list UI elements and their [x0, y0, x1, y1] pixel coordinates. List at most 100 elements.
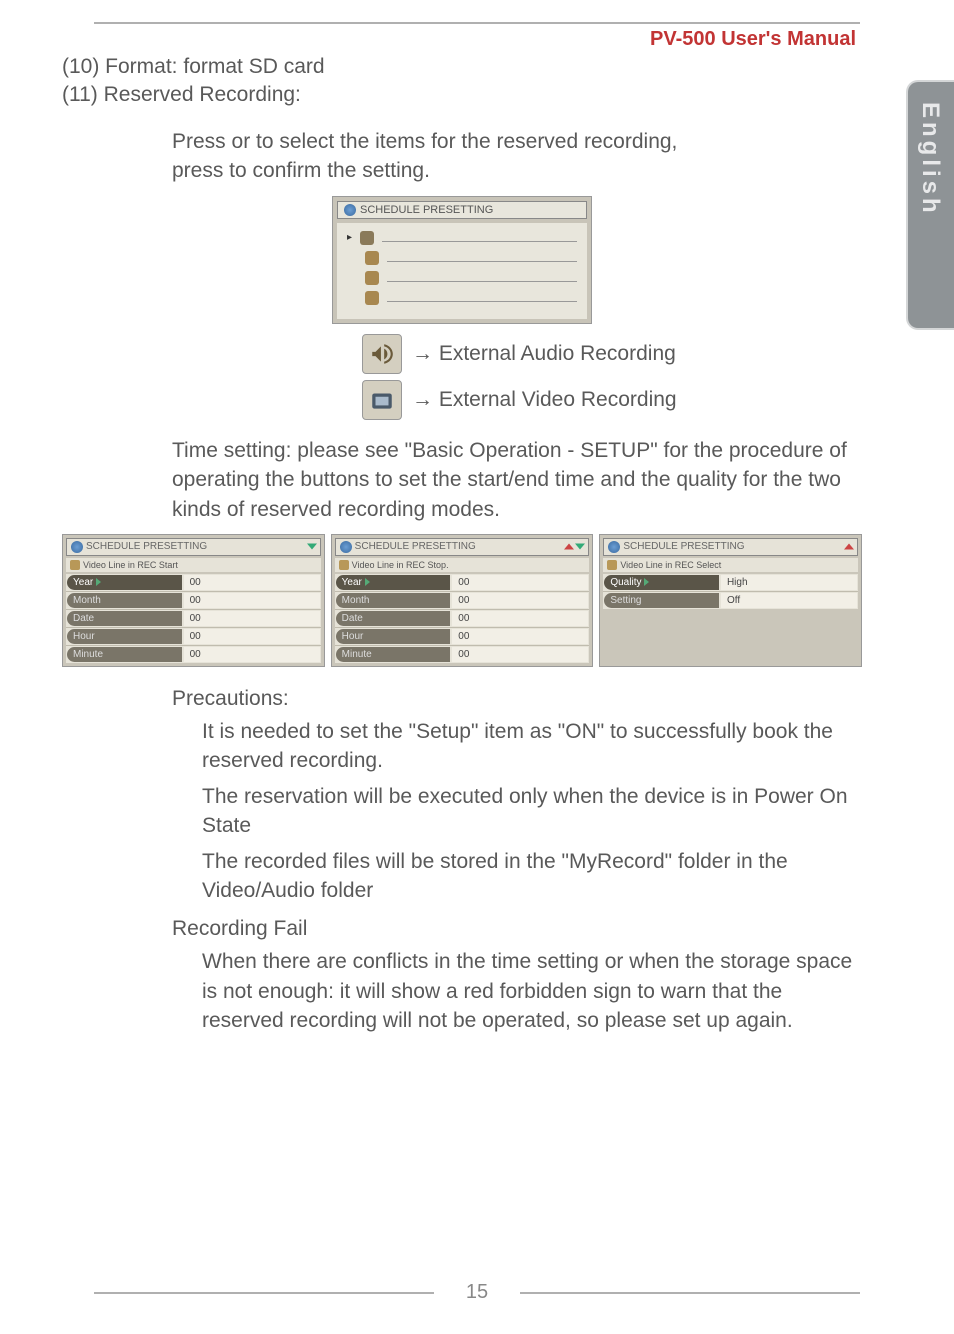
schedule-title: SCHEDULE PRESETTING — [360, 204, 493, 216]
settings-panel: SCHEDULE PRESETTING Video Line in REC St… — [331, 534, 594, 667]
video-recording-row: → External Video Recording — [362, 380, 862, 420]
precaution-item: The reservation will be executed only wh… — [202, 782, 862, 841]
schedule-row — [347, 271, 577, 285]
row-value: 00 — [452, 575, 588, 590]
table-row: Minute 00 — [66, 646, 321, 663]
schedule-line — [387, 274, 577, 282]
sub-icon — [339, 560, 349, 570]
panel-subtitle: Video Line in REC Select — [603, 558, 858, 572]
video-icon — [362, 380, 402, 420]
panel-subtitle: Video Line in REC Start — [66, 558, 321, 572]
table-row: Month 00 — [66, 592, 321, 610]
precautions-section: Precautions: It is needed to set the "Se… — [172, 687, 862, 1036]
row-value: 00 — [184, 647, 320, 662]
bullet-icon: ▸ — [347, 232, 352, 243]
schedule-body: ▸ — [337, 223, 587, 319]
row-label: Date — [336, 611, 451, 626]
globe-icon — [71, 541, 83, 553]
table-row: Date 00 — [66, 610, 321, 628]
row-label: Setting — [604, 593, 719, 608]
panel-table: Quality High Setting Off — [603, 574, 858, 609]
page-number: 15 — [0, 1281, 954, 1304]
instruction-text: Press or to select the items for the res… — [172, 127, 862, 186]
table-row: Hour 00 — [335, 628, 590, 646]
schedule-line — [382, 234, 577, 242]
table-row: Year 00 — [66, 574, 321, 592]
item-10: (10) Format: format SD card — [62, 55, 862, 79]
panel-header: SCHEDULE PRESETTING — [335, 538, 590, 556]
audio-label: → External Audio Recording — [412, 342, 676, 366]
row-label: Hour — [67, 629, 182, 644]
schedule-header: SCHEDULE PRESETTING — [337, 201, 587, 219]
panel-table: Year 00 Month 00 Date 00 Hour 00 Minute … — [335, 574, 590, 663]
row-value: 00 — [452, 611, 588, 626]
row-value: 00 — [184, 629, 320, 644]
row-label: Minute — [67, 647, 182, 662]
row-label: Date — [67, 611, 182, 626]
recording-fail-text: When there are conflicts in the time set… — [202, 947, 862, 1035]
time-setting-panels: SCHEDULE PRESETTING Video Line in REC St… — [62, 534, 862, 667]
header-title: PV-500 User's Manual — [650, 28, 856, 51]
row-label: Month — [336, 593, 451, 608]
table-row: Minute 00 — [335, 646, 590, 663]
device-icon — [365, 291, 379, 305]
time-setting-text: Time setting: please see "Basic Operatio… — [172, 436, 862, 524]
settings-panel: SCHEDULE PRESETTING Video Line in REC Se… — [599, 534, 862, 667]
globe-icon — [344, 204, 356, 216]
instruction-line2: press to confirm the setting. — [172, 159, 430, 182]
corner-icon — [564, 541, 585, 552]
table-row: Quality High — [603, 574, 858, 592]
panel-table: Year 00 Month 00 Date 00 Hour 00 Minute … — [66, 574, 321, 663]
device-icon — [365, 271, 379, 285]
sub-icon — [607, 560, 617, 570]
corner-icon — [844, 541, 854, 552]
row-label: Hour — [336, 629, 451, 644]
table-row: Hour 00 — [66, 628, 321, 646]
main-content: (10) Format: format SD card (11) Reserve… — [62, 55, 862, 1041]
schedule-line — [387, 294, 577, 302]
panel-header: SCHEDULE PRESETTING — [603, 538, 858, 556]
schedule-row — [347, 291, 577, 305]
row-value: 00 — [184, 611, 320, 626]
precautions-title: Precautions: — [172, 687, 862, 711]
table-row: Year 00 — [335, 574, 590, 592]
panel-header: SCHEDULE PRESETTING — [66, 538, 321, 556]
audio-recording-row: → External Audio Recording — [362, 334, 862, 374]
row-label: Quality — [604, 575, 719, 590]
panel-title: SCHEDULE PRESETTING — [355, 541, 476, 552]
video-label: → External Video Recording — [412, 388, 677, 412]
row-value: High — [721, 575, 857, 590]
row-value: 00 — [452, 647, 588, 662]
panel-title: SCHEDULE PRESETTING — [623, 541, 744, 552]
row-value: Off — [721, 593, 857, 608]
sub-icon — [70, 560, 80, 570]
item-11: (11) Reserved Recording: — [62, 83, 862, 107]
table-row: Setting Off — [603, 592, 858, 609]
language-label: English — [916, 102, 944, 217]
precaution-item: The recorded files will be stored in the… — [202, 847, 862, 906]
language-tab: English — [906, 80, 954, 330]
header-divider — [94, 22, 860, 24]
table-row: Month 00 — [335, 592, 590, 610]
panel-subtitle: Video Line in REC Stop. — [335, 558, 590, 572]
schedule-presetting-panel: SCHEDULE PRESETTING ▸ — [332, 196, 592, 324]
schedule-row: ▸ — [347, 231, 577, 245]
panel-title: SCHEDULE PRESETTING — [86, 541, 207, 552]
table-row: Date 00 — [335, 610, 590, 628]
globe-icon — [340, 541, 352, 553]
row-value: 00 — [452, 629, 588, 644]
row-value: 00 — [184, 593, 320, 608]
precaution-item: It is needed to set the "Setup" item as … — [202, 717, 862, 776]
row-label: Year — [67, 575, 182, 590]
device-icon — [365, 251, 379, 265]
instruction-line1: Press or to select the items for the res… — [172, 130, 677, 153]
schedule-row — [347, 251, 577, 265]
settings-panel: SCHEDULE PRESETTING Video Line in REC St… — [62, 534, 325, 667]
device-icon — [360, 231, 374, 245]
schedule-line — [387, 254, 577, 262]
row-value: 00 — [452, 593, 588, 608]
row-label: Minute — [336, 647, 451, 662]
corner-icon — [306, 541, 317, 552]
row-label: Year — [336, 575, 451, 590]
globe-icon — [608, 541, 620, 553]
